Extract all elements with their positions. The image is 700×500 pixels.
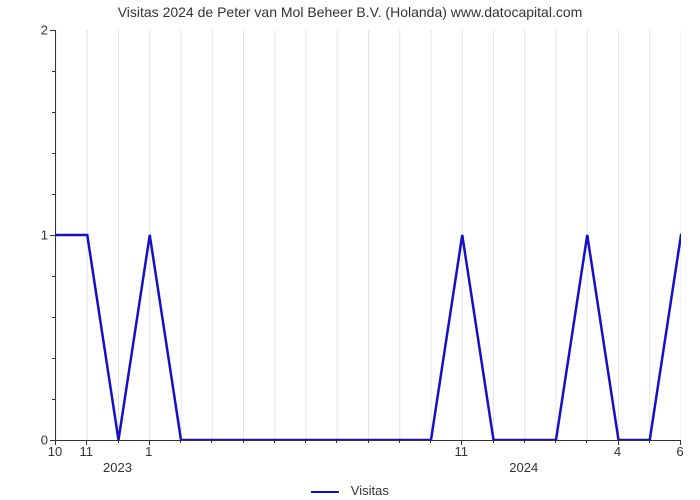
x-minor-tick (336, 440, 337, 443)
y-tick-label: 2 (8, 23, 48, 38)
x-minor-tick (399, 440, 400, 443)
x-minor-tick (305, 440, 306, 443)
y-minor-tick (52, 276, 55, 277)
y-minor-tick (52, 112, 55, 113)
y-minor-tick (52, 399, 55, 400)
x-minor-tick (211, 440, 212, 443)
plot-area (55, 30, 681, 441)
chart-container: Visitas 2024 de Peter van Mol Beheer B.V… (0, 0, 700, 500)
y-minor-tick (52, 71, 55, 72)
x-minor-tick (524, 440, 525, 443)
x-tick-label: 11 (455, 444, 469, 459)
x-tick-label: 1 (145, 444, 152, 459)
x-minor-tick (180, 440, 181, 443)
x-minor-tick (274, 440, 275, 443)
legend-label: Visitas (351, 483, 389, 498)
x-minor-tick (586, 440, 587, 443)
y-tick-mark (50, 30, 55, 31)
y-tick-label: 1 (8, 228, 48, 243)
y-minor-tick (52, 153, 55, 154)
x-group-label: 2024 (509, 460, 538, 475)
data-line (56, 30, 681, 440)
legend-swatch (311, 491, 339, 493)
x-group-label: 2023 (103, 460, 132, 475)
x-minor-tick (368, 440, 369, 443)
x-tick-label: 6 (676, 444, 683, 459)
x-minor-tick (649, 440, 650, 443)
y-tick-label: 0 (8, 433, 48, 448)
y-minor-tick (52, 358, 55, 359)
legend: Visitas (0, 483, 700, 498)
y-minor-tick (52, 317, 55, 318)
x-minor-tick (243, 440, 244, 443)
x-minor-tick (430, 440, 431, 443)
chart-title: Visitas 2024 de Peter van Mol Beheer B.V… (0, 4, 700, 20)
y-tick-mark (50, 235, 55, 236)
x-tick-label: 10 (48, 444, 62, 459)
x-tick-label: 4 (614, 444, 621, 459)
x-minor-tick (493, 440, 494, 443)
x-minor-tick (118, 440, 119, 443)
y-minor-tick (52, 194, 55, 195)
x-minor-tick (555, 440, 556, 443)
x-tick-label: 11 (80, 444, 94, 459)
